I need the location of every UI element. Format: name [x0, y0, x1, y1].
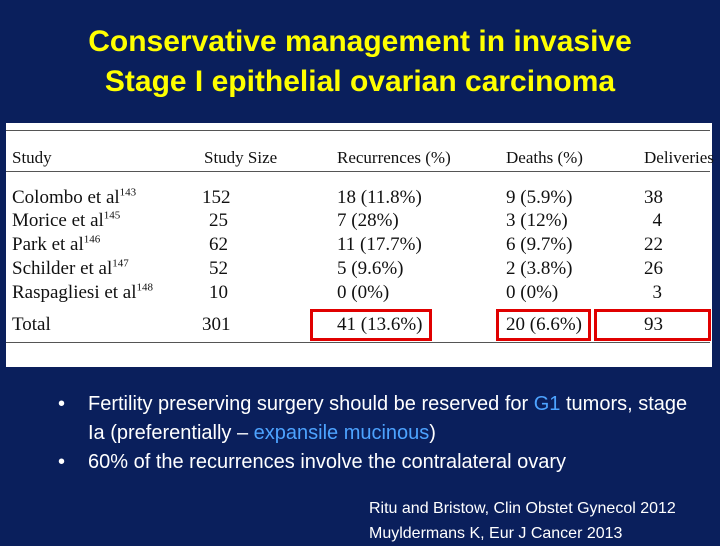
reference-1: Ritu and Bristow, Clin Obstet Gynecol 20…	[369, 500, 676, 517]
references: Ritu and Bristow, Clin Obstet Gynecol 20…	[369, 496, 676, 546]
table-row-deliveries: 22	[644, 234, 663, 255]
table-row-recurrences: 11 (17.7%)	[337, 234, 422, 255]
bullet-fertility: • Fertility preserving surgery should be…	[58, 390, 698, 448]
table-row-deliveries: 3	[652, 282, 663, 303]
table-row-size: 62	[209, 234, 228, 255]
table-row-recurrences: 18 (11.8%)	[337, 187, 422, 208]
header-study: Study	[12, 148, 52, 167]
table-row-size: 10	[209, 282, 228, 303]
table-row-deliveries: 4	[652, 210, 663, 231]
table-header-rule	[6, 171, 710, 172]
highlight-box-recurrences	[310, 309, 432, 341]
title-line-1: Conservative management in invasive	[88, 25, 632, 58]
header-recurrences: Recurrences (%)	[337, 148, 451, 167]
table-row-study: Colombo et al143	[12, 186, 137, 208]
table-row-size: 52	[209, 258, 228, 279]
table-row-total-size: 301	[202, 314, 231, 335]
highlight-box-deaths	[496, 309, 591, 341]
table-row-deliveries: 26	[644, 258, 663, 279]
table-row-total-recurrences: 41 (13.6%)	[337, 314, 423, 335]
table-row-deaths: 9 (5.9%)	[506, 187, 573, 208]
bullet-recurrences: • 60% of the recurrences involve the con…	[58, 448, 648, 477]
highlight-g1: G1	[533, 393, 561, 415]
table-row-study: Raspagliesi et al148	[12, 281, 154, 303]
bullet-marker: •	[58, 451, 66, 473]
study-table: Study Study Size Recurrences (%) Deaths …	[6, 123, 714, 367]
header-deaths: Deaths (%)	[506, 148, 583, 167]
header-deliveries: Deliveries	[644, 148, 714, 167]
table-row-deliveries: 38	[644, 187, 663, 208]
table-row-deaths: 6 (9.7%)	[506, 234, 573, 255]
highlight-mucinous: expansile mucinous	[253, 422, 430, 444]
table-row-recurrences: 0 (0%)	[337, 282, 390, 303]
table-row-deaths: 2 (3.8%)	[506, 258, 573, 279]
table-row-deaths: 3 (12%)	[506, 210, 568, 231]
highlight-box-deliveries	[594, 309, 711, 341]
bullet-list: • Fertility preserving surgery should be…	[58, 390, 698, 477]
bullet-marker: •	[58, 393, 66, 415]
table-row-study: Morice et al145	[12, 209, 121, 231]
table-row-recurrences: 5 (9.6%)	[337, 258, 404, 279]
header-study-size: Study Size	[204, 148, 278, 167]
table-top-rule	[6, 130, 710, 131]
table-row-recurrences: 7 (28%)	[337, 210, 399, 231]
table-row-total-label: Total	[12, 314, 51, 335]
table-row-total-deaths: 20 (6.6%)	[506, 314, 582, 335]
title-line-2: Stage I epithelial ovarian carcinoma	[104, 65, 616, 98]
table-bottom-rule	[6, 342, 710, 343]
table-row-size: 152	[202, 187, 231, 208]
table-row-deaths: 0 (0%)	[506, 282, 559, 303]
table-row-study: Park et al146	[12, 233, 101, 255]
reference-2: Muyldermans K, Eur J Cancer 2013	[369, 525, 623, 542]
table-row-total-deliveries: 93	[644, 314, 663, 335]
table-row-size: 25	[209, 210, 228, 231]
table-row-study: Schilder et al147	[12, 257, 129, 279]
slide-title: Conservative management in invasive Stag…	[0, 22, 720, 102]
